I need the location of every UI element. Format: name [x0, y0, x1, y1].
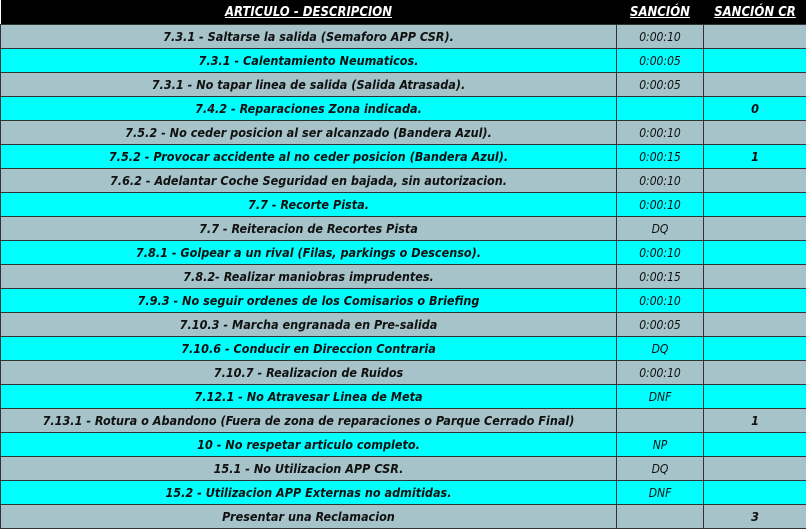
row-sancion-cr[interactable]: 1: [703, 144, 806, 169]
table-row: 7.5.2 - Provocar accidente al no ceder p…: [0, 144, 806, 169]
row-description[interactable]: 7.9.3 - No seguir ordenes de los Comisar…: [0, 288, 617, 313]
row-description[interactable]: 7.3.1 - Calentamiento Neumaticos.: [0, 48, 617, 73]
row-description[interactable]: 7.6.2 - Adelantar Coche Seguridad en baj…: [0, 168, 617, 193]
table-row: 7.13.1 - Rotura o Abandono (Fuera de zon…: [0, 408, 806, 433]
row-sancion[interactable]: NP: [616, 432, 704, 457]
row-sancion-cr[interactable]: [703, 120, 806, 145]
row-sancion-cr[interactable]: [703, 216, 806, 241]
row-sancion[interactable]: 0:00:10: [616, 168, 704, 193]
row-sancion[interactable]: 0:00:10: [616, 120, 704, 145]
table-row: Presentar una Reclamacion 3: [0, 504, 806, 529]
row-sancion-cr[interactable]: [703, 384, 806, 409]
row-sancion[interactable]: 0:00:10: [616, 288, 704, 313]
row-sancion-cr[interactable]: [703, 456, 806, 481]
row-sancion[interactable]: DQ: [616, 336, 704, 361]
row-sancion[interactable]: 0:00:05: [616, 72, 704, 97]
row-description[interactable]: 7.12.1 - No Atravesar Linea de Meta: [0, 384, 617, 409]
row-sancion[interactable]: 0:00:10: [616, 192, 704, 217]
row-description[interactable]: Presentar una Reclamacion: [0, 504, 617, 529]
row-sancion-cr[interactable]: [703, 48, 806, 73]
table-row: 7.3.1 - Calentamiento Neumaticos. 0:00:05: [0, 48, 806, 73]
row-sancion[interactable]: 0:00:15: [616, 144, 704, 169]
row-sancion-cr[interactable]: 1: [703, 408, 806, 433]
table-row: 7.10.7 - Realizacion de Ruidos 0:00:10: [0, 360, 806, 385]
row-description[interactable]: 7.8.2- Realizar maniobras imprudentes.: [0, 264, 617, 289]
row-description[interactable]: 7.10.7 - Realizacion de Ruidos: [0, 360, 617, 385]
row-sancion-cr[interactable]: [703, 240, 806, 265]
row-sancion-cr[interactable]: [703, 264, 806, 289]
table-row: 7.6.2 - Adelantar Coche Seguridad en baj…: [0, 168, 806, 193]
row-description[interactable]: 7.13.1 - Rotura o Abandono (Fuera de zon…: [0, 408, 617, 433]
table-row: 7.5.2 - No ceder posicion al ser alcanza…: [0, 120, 806, 145]
row-sancion[interactable]: DQ: [616, 456, 704, 481]
table-row: 7.12.1 - No Atravesar Linea de Meta DNF: [0, 384, 806, 409]
row-sancion[interactable]: 0:00:05: [616, 48, 704, 73]
row-sancion[interactable]: 0:00:10: [616, 240, 704, 265]
row-sancion[interactable]: DQ: [616, 216, 704, 241]
row-sancion[interactable]: [616, 408, 704, 433]
row-sancion-cr[interactable]: [703, 192, 806, 217]
row-sancion[interactable]: 0:00:10: [616, 24, 704, 49]
table-row: 7.3.1 - No tapar linea de salida (Salida…: [0, 72, 806, 97]
table-row: 7.8.2- Realizar maniobras imprudentes. 0:…: [0, 264, 806, 289]
row-sancion[interactable]: DNF: [616, 384, 704, 409]
row-sancion-cr[interactable]: 3: [703, 504, 806, 529]
row-sancion[interactable]: [616, 96, 704, 121]
table-row: 7.4.2 - Reparaciones Zona indicada. 0: [0, 96, 806, 121]
header-sancion: SANCIÓN: [616, 0, 704, 25]
row-sancion-cr[interactable]: [703, 24, 806, 49]
row-sancion[interactable]: DNF: [616, 480, 704, 505]
row-description[interactable]: 7.3.1 - Saltarse la salida (Semaforo APP…: [0, 24, 617, 49]
table-row: 7.3.1 - Saltarse la salida (Semaforo APP…: [0, 24, 806, 49]
table-row: 15.1 - No Utilizacion APP CSR. DQ: [0, 456, 806, 481]
table-row: 15.2 - Utilizacion APP Externas no admit…: [0, 480, 806, 505]
row-description[interactable]: 7.4.2 - Reparaciones Zona indicada.: [0, 96, 617, 121]
table-row: 7.9.3 - No seguir ordenes de los Comisar…: [0, 288, 806, 313]
row-description[interactable]: 7.7 - Recorte Pista.: [0, 192, 617, 217]
table-row: 7.7 - Reiteracion de Recortes Pista DQ: [0, 216, 806, 241]
row-description[interactable]: 15.2 - Utilizacion APP Externas no admit…: [0, 480, 617, 505]
header-row: ARTICULO - DESCRIPCION SANCIÓN SANCIÓN C…: [0, 0, 806, 25]
row-description[interactable]: 7.7 - Reiteracion de Recortes Pista: [0, 216, 617, 241]
row-sancion-cr[interactable]: [703, 72, 806, 97]
row-description[interactable]: 7.5.2 - Provocar accidente al no ceder p…: [0, 144, 617, 169]
row-description[interactable]: 10 - No respetar articulo completo.: [0, 432, 617, 457]
table-row: 7.10.3 - Marcha engranada en Pre-salida 0…: [0, 312, 806, 337]
table-row: 7.10.6 - Conducir en Direccion Contraria…: [0, 336, 806, 361]
row-sancion[interactable]: [616, 504, 704, 529]
row-sancion-cr[interactable]: [703, 288, 806, 313]
row-description[interactable]: 7.5.2 - No ceder posicion al ser alcanza…: [0, 120, 617, 145]
row-description[interactable]: 7.10.6 - Conducir en Direccion Contraria: [0, 336, 617, 361]
row-description[interactable]: 7.8.1 - Golpear a un rival (Filas, parki…: [0, 240, 617, 265]
row-description[interactable]: 7.3.1 - No tapar linea de salida (Salida…: [0, 72, 617, 97]
row-sancion-cr[interactable]: [703, 480, 806, 505]
row-sancion-cr[interactable]: [703, 360, 806, 385]
table-row: 7.7 - Recorte Pista. 0:00:10: [0, 192, 806, 217]
row-description[interactable]: 15.1 - No Utilizacion APP CSR.: [0, 456, 617, 481]
row-sancion-cr[interactable]: [703, 312, 806, 337]
row-sancion[interactable]: 0:00:10: [616, 360, 704, 385]
row-sancion-cr[interactable]: [703, 432, 806, 457]
table-row: 7.8.1 - Golpear a un rival (Filas, parki…: [0, 240, 806, 265]
header-description: ARTICULO - DESCRIPCION: [0, 0, 617, 25]
row-sancion[interactable]: 0:00:15: [616, 264, 704, 289]
row-sancion[interactable]: 0:00:05: [616, 312, 704, 337]
header-sancion-cr: SANCIÓN CR: [703, 0, 806, 25]
row-sancion-cr[interactable]: [703, 336, 806, 361]
row-sancion-cr[interactable]: [703, 168, 806, 193]
table-row: 10 - No respetar articulo completo. NP: [0, 432, 806, 457]
row-description[interactable]: 7.10.3 - Marcha engranada en Pre-salida: [0, 312, 617, 337]
row-sancion-cr[interactable]: 0: [703, 96, 806, 121]
